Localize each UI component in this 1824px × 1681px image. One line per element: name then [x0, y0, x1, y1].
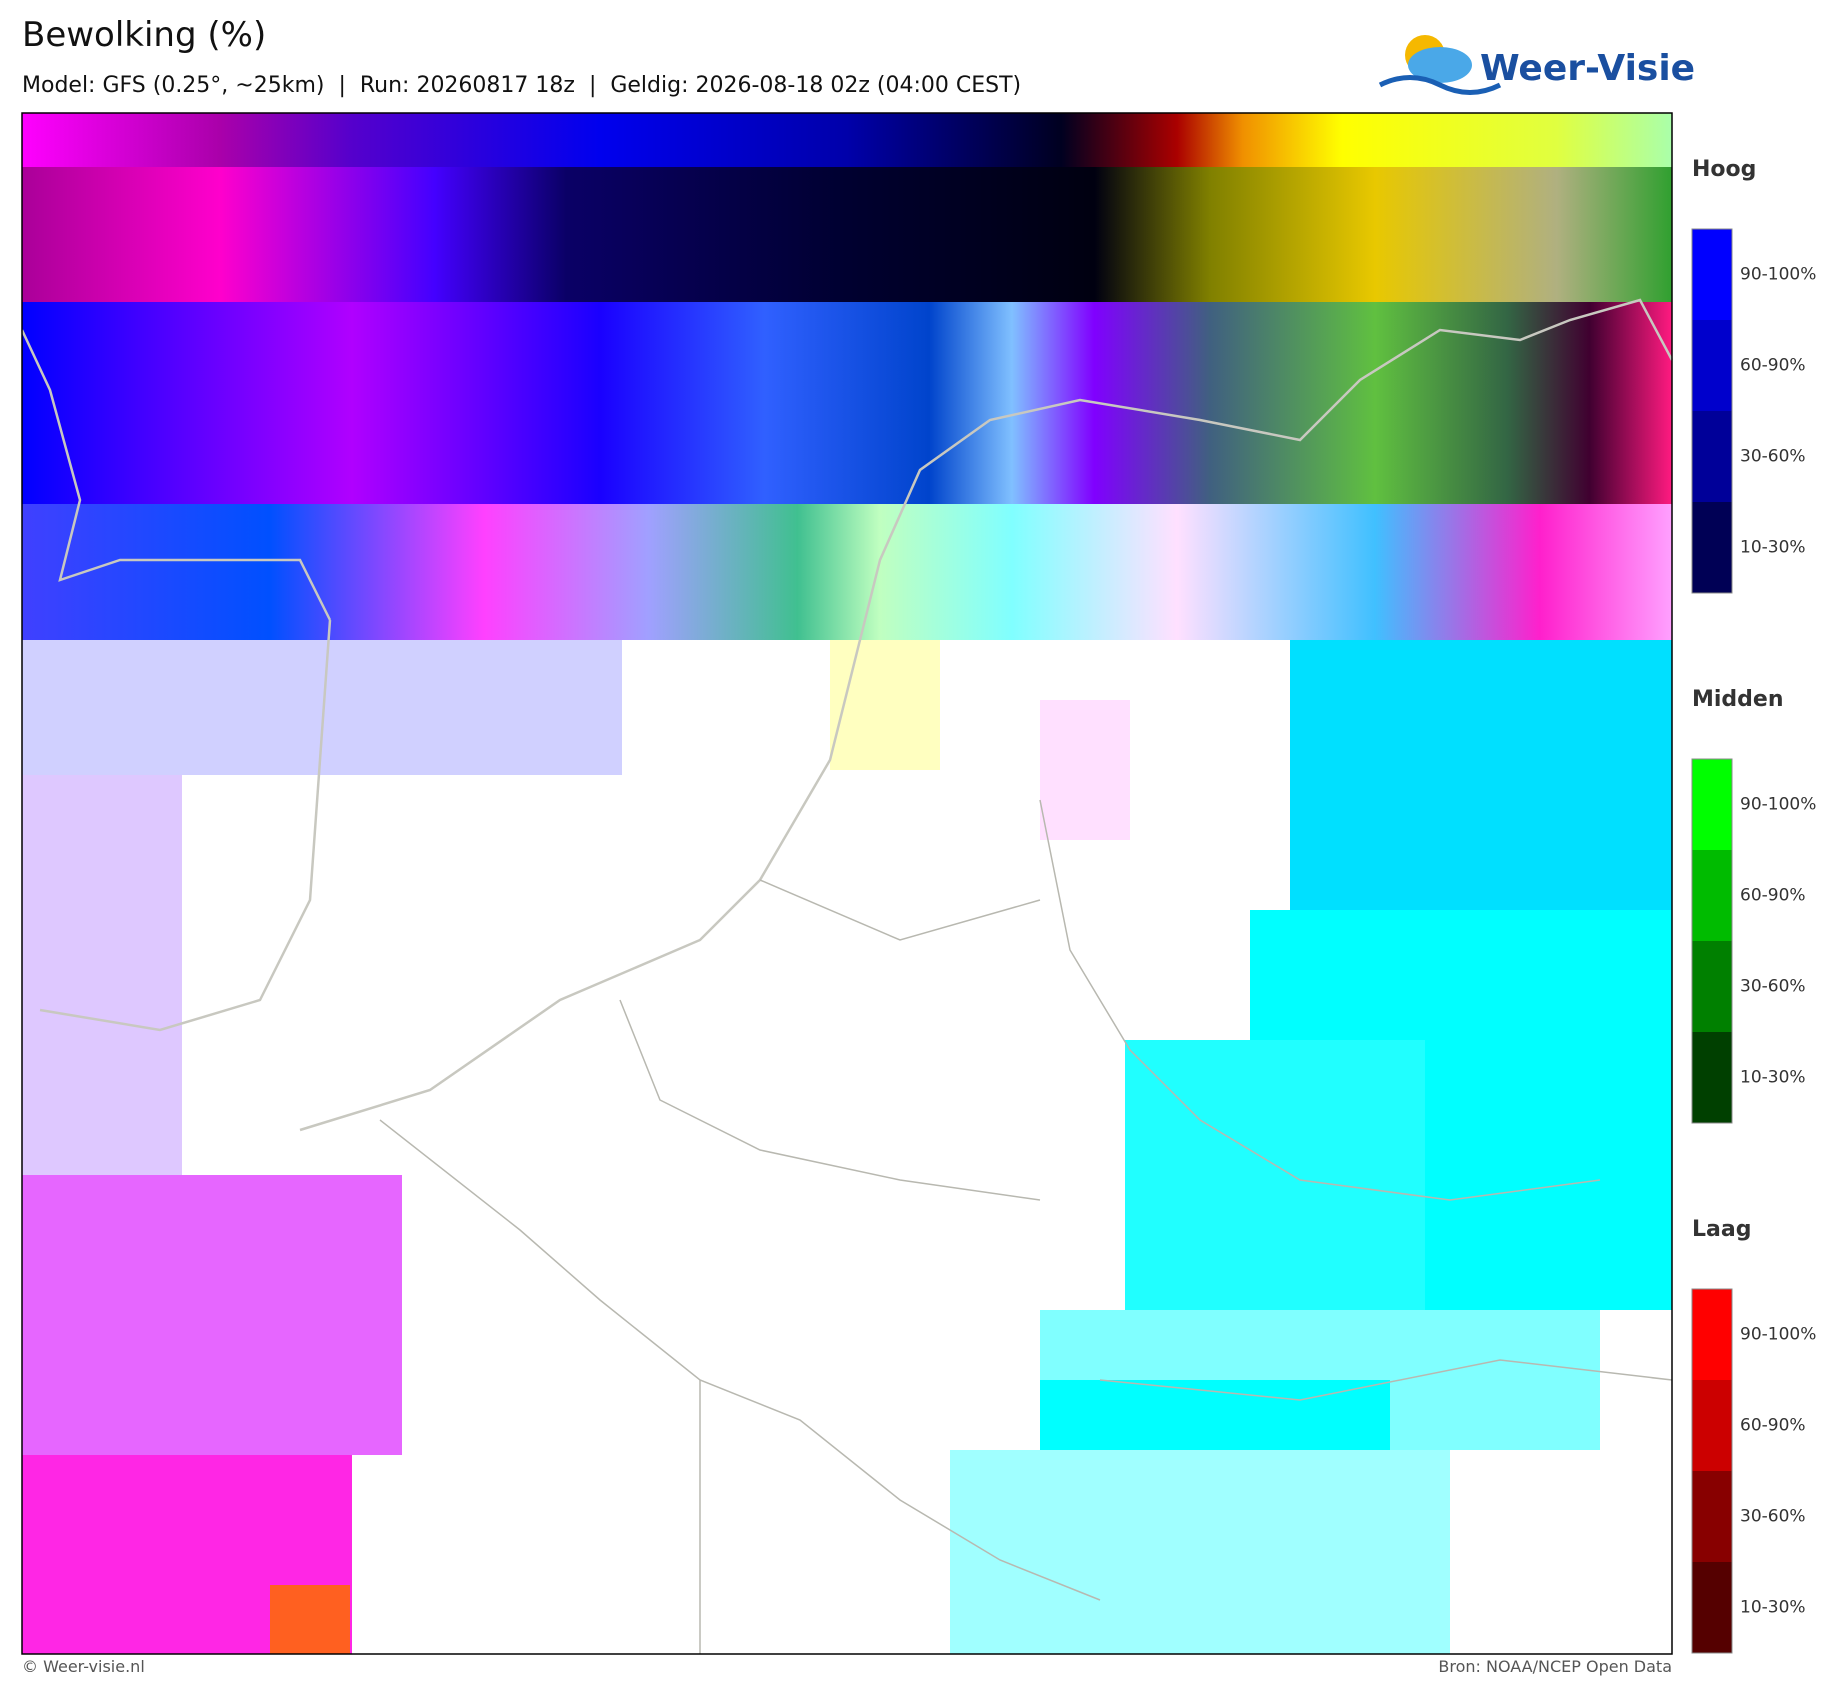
legend-label: 10-30% — [1740, 538, 1806, 558]
cloud-patch — [270, 1585, 350, 1654]
legend-label: 10-30% — [1740, 1598, 1806, 1618]
legend-swatch — [1692, 229, 1732, 320]
logo-text: Weer-Visie — [1480, 48, 1695, 89]
legend-swatch — [1692, 1289, 1732, 1380]
legend-title: Hoog — [1692, 157, 1756, 182]
legend-label: 30-60% — [1740, 447, 1806, 467]
legend-frame — [1691, 1288, 1733, 1654]
legend-title: Laag — [1692, 1217, 1751, 1242]
cloud-band — [22, 302, 1672, 504]
legend-frame — [1691, 228, 1733, 594]
border — [379, 799, 1673, 1654]
cloud-band — [22, 504, 1672, 640]
cloud-patch — [22, 1175, 402, 1455]
legend-label: 60-90% — [1740, 356, 1806, 376]
legend-frame — [1691, 758, 1733, 1124]
coastline — [20, 298, 1674, 1132]
legend-label: 90-100% — [1740, 795, 1816, 815]
map — [20, 112, 1674, 1655]
legend: Hoog 90-100% 60-90% 30-60% 10-30% Midden 90-10… — [1691, 157, 1816, 1654]
legend-swatch — [1692, 941, 1732, 1032]
legend-swatch — [1692, 1562, 1732, 1653]
footer-right: Bron: NOAA/NCEP Open Data — [1438, 1657, 1672, 1676]
map-frame — [21, 112, 1673, 1655]
legend-swatch — [1692, 759, 1732, 850]
legend-label: 10-30% — [1740, 1068, 1806, 1088]
cloud-patch — [22, 775, 182, 1175]
footer-left: © Weer-visie.nl — [22, 1657, 145, 1676]
legend-swatch — [1692, 1471, 1732, 1562]
title: Bewolking (%) — [22, 15, 266, 55]
legend-swatch — [1692, 1032, 1732, 1123]
logo: Weer-Visie — [1378, 35, 1695, 95]
cloud-band — [22, 167, 1672, 302]
cloud-patch — [1040, 700, 1130, 840]
cloud-patch — [950, 1450, 1450, 1654]
legend-label: 60-90% — [1740, 1416, 1806, 1436]
legend-swatch — [1692, 1380, 1732, 1471]
legend-title: Midden — [1692, 687, 1784, 712]
legend-swatch — [1692, 320, 1732, 411]
logo-wave — [1378, 75, 1502, 95]
cloud-patch — [1290, 640, 1672, 910]
legend-label: 30-60% — [1740, 977, 1806, 997]
legend-label: 60-90% — [1740, 886, 1806, 906]
cloud-patch — [22, 640, 622, 775]
cloud-patch — [830, 640, 940, 770]
legend-swatch — [1692, 411, 1732, 502]
legend-label: 90-100% — [1740, 265, 1816, 285]
legend-label: 30-60% — [1740, 1507, 1806, 1527]
legend-swatch — [1692, 850, 1732, 941]
subtitle: Model: GFS (0.25°, ~25km) | Run: 2026081… — [22, 73, 1021, 98]
cloud-patch — [1125, 1040, 1425, 1310]
legend-swatch — [1692, 502, 1732, 593]
cloud-band — [22, 113, 1672, 167]
logo-cloud — [1408, 47, 1472, 83]
legend-label: 90-100% — [1740, 1325, 1816, 1345]
